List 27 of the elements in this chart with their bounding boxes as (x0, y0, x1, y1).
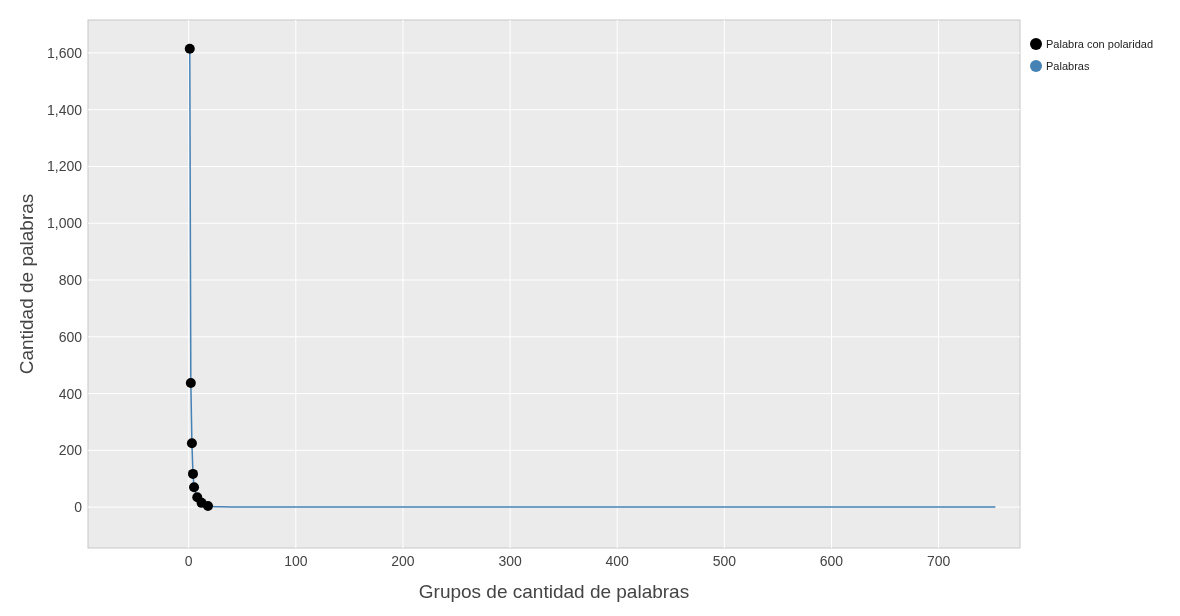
y-tick-label: 600 (58, 328, 83, 345)
y-tick-label: 1,400 (46, 101, 83, 118)
point (185, 378, 196, 389)
y-tick-label: 1,000 (46, 215, 83, 232)
point (202, 500, 213, 511)
point (187, 468, 198, 479)
legend-label: Palabra con polaridad (1046, 38, 1154, 50)
x-tick-label: 700 (926, 553, 951, 569)
y-tick-label: 0 (74, 499, 83, 516)
y-axis-title: Cantidad de palabras (16, 193, 37, 375)
x-tick-label: 200 (391, 553, 415, 569)
y-tick-label: 1,600 (46, 44, 83, 61)
point (184, 43, 195, 54)
x-axis-title: Grupos de cantidad de palabras (418, 581, 690, 602)
x-tick-label: 600 (819, 553, 844, 569)
x-tick-label: 400 (605, 553, 630, 569)
y-tick-label: 400 (58, 385, 83, 402)
point (189, 482, 200, 493)
legend-label: Palabras (1046, 60, 1090, 72)
point (186, 438, 197, 449)
x-tick-label: 300 (498, 553, 522, 569)
y-tick-label: 800 (58, 272, 83, 289)
y-tick-label: 1,200 (46, 158, 83, 175)
x-tick-label: 0 (184, 553, 193, 569)
y-tick-label: 200 (58, 442, 83, 459)
x-tick-label: 500 (712, 553, 737, 569)
x-tick-label: 100 (284, 553, 308, 569)
